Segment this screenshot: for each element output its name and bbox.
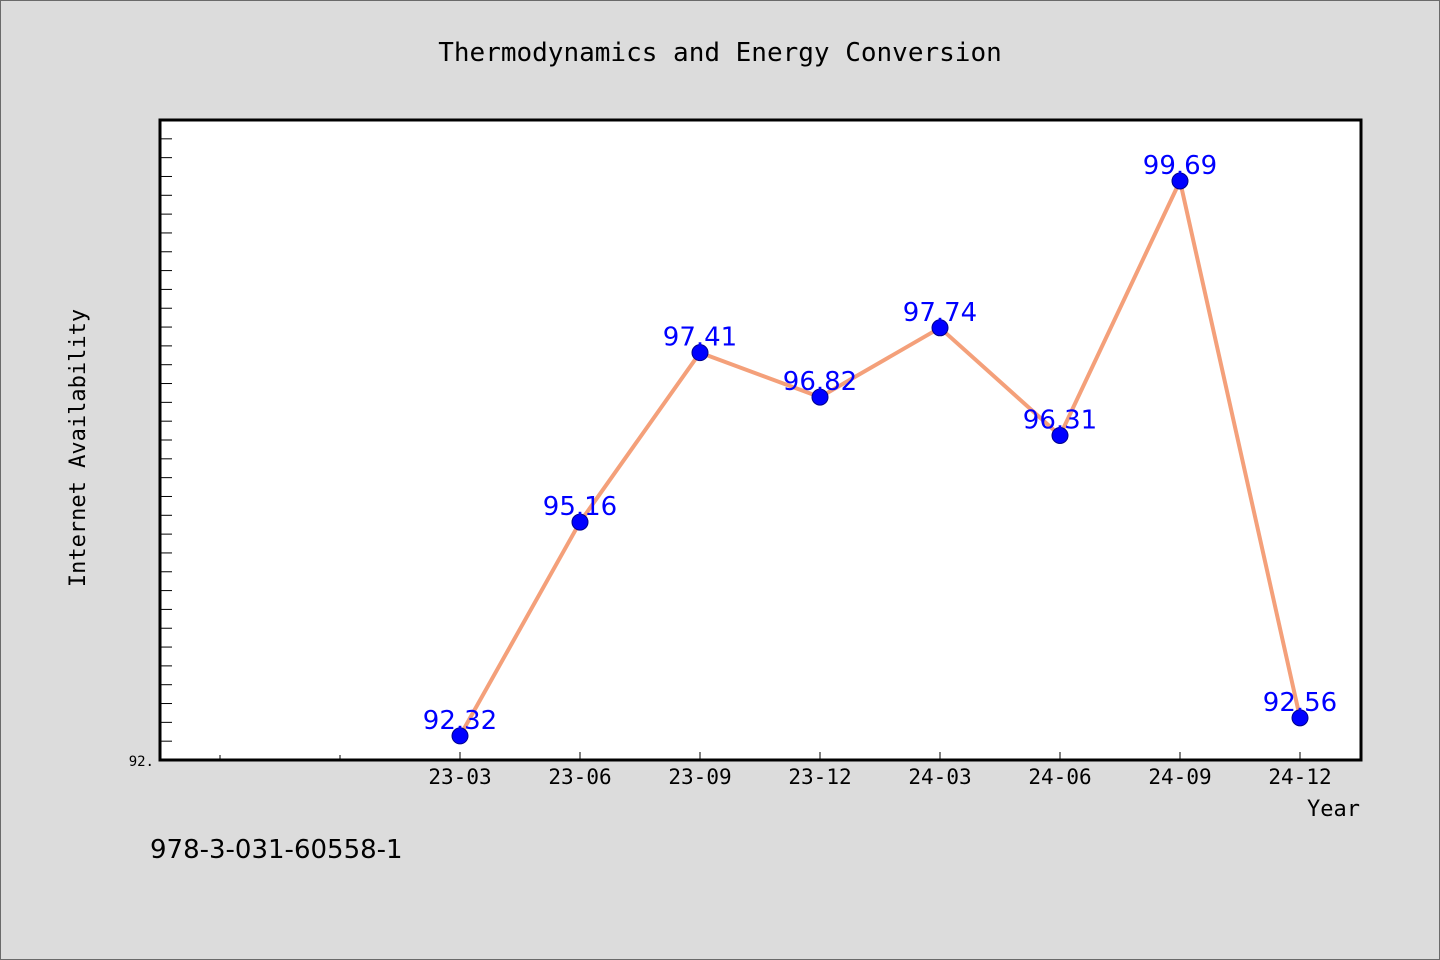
data-label: 95.16 [543,492,617,522]
data-label: 92.56 [1263,688,1337,718]
data-label: 97.74 [903,298,977,328]
y-axis-title: Internet Availability [66,309,91,587]
series-line [458,178,1302,737]
data-label: 92.32 [423,706,497,736]
data-point [811,388,829,406]
data-label: 99.69 [1143,151,1217,181]
data-point [931,319,949,337]
x-tick-label: 24-03 [908,765,971,789]
x-tick-label: 23-03 [428,765,491,789]
x-tick-label: 23-09 [668,765,731,789]
series-layer: 92.32 95.16 97.41 96.82 97.74 96.31 99.69 92.56 [423,151,1337,745]
x-tick-label: 23-12 [788,765,851,789]
data-label: 96.31 [1023,405,1097,435]
x-tick-label: 24-12 [1268,765,1331,789]
data-label: 96.82 [783,367,857,397]
plot-area [158,118,1363,762]
data-point [571,513,589,531]
x-tick-label: 24-06 [1028,765,1091,789]
x-tick-label: 24-09 [1148,765,1211,789]
data-point [1051,426,1069,444]
data-point [451,727,469,745]
chart-title: Thermodynamics and Energy Conversion [438,38,1002,68]
x-axis-ticks: 23-03 23-06 23-09 23-12 24-03 24-06 24-09 24-12 [219,752,1332,789]
x-tick-label: 23-06 [548,765,611,789]
data-point [1291,709,1309,727]
data-point [691,344,709,362]
data-point [1171,172,1189,190]
data-label: 97.41 [663,323,737,353]
isbn-text: 978-3-031-60558-1 [150,835,403,865]
y-axis-min-label: 92. [129,754,154,770]
x-axis-title: Year [1307,797,1360,822]
y-axis-ticks [160,138,172,742]
